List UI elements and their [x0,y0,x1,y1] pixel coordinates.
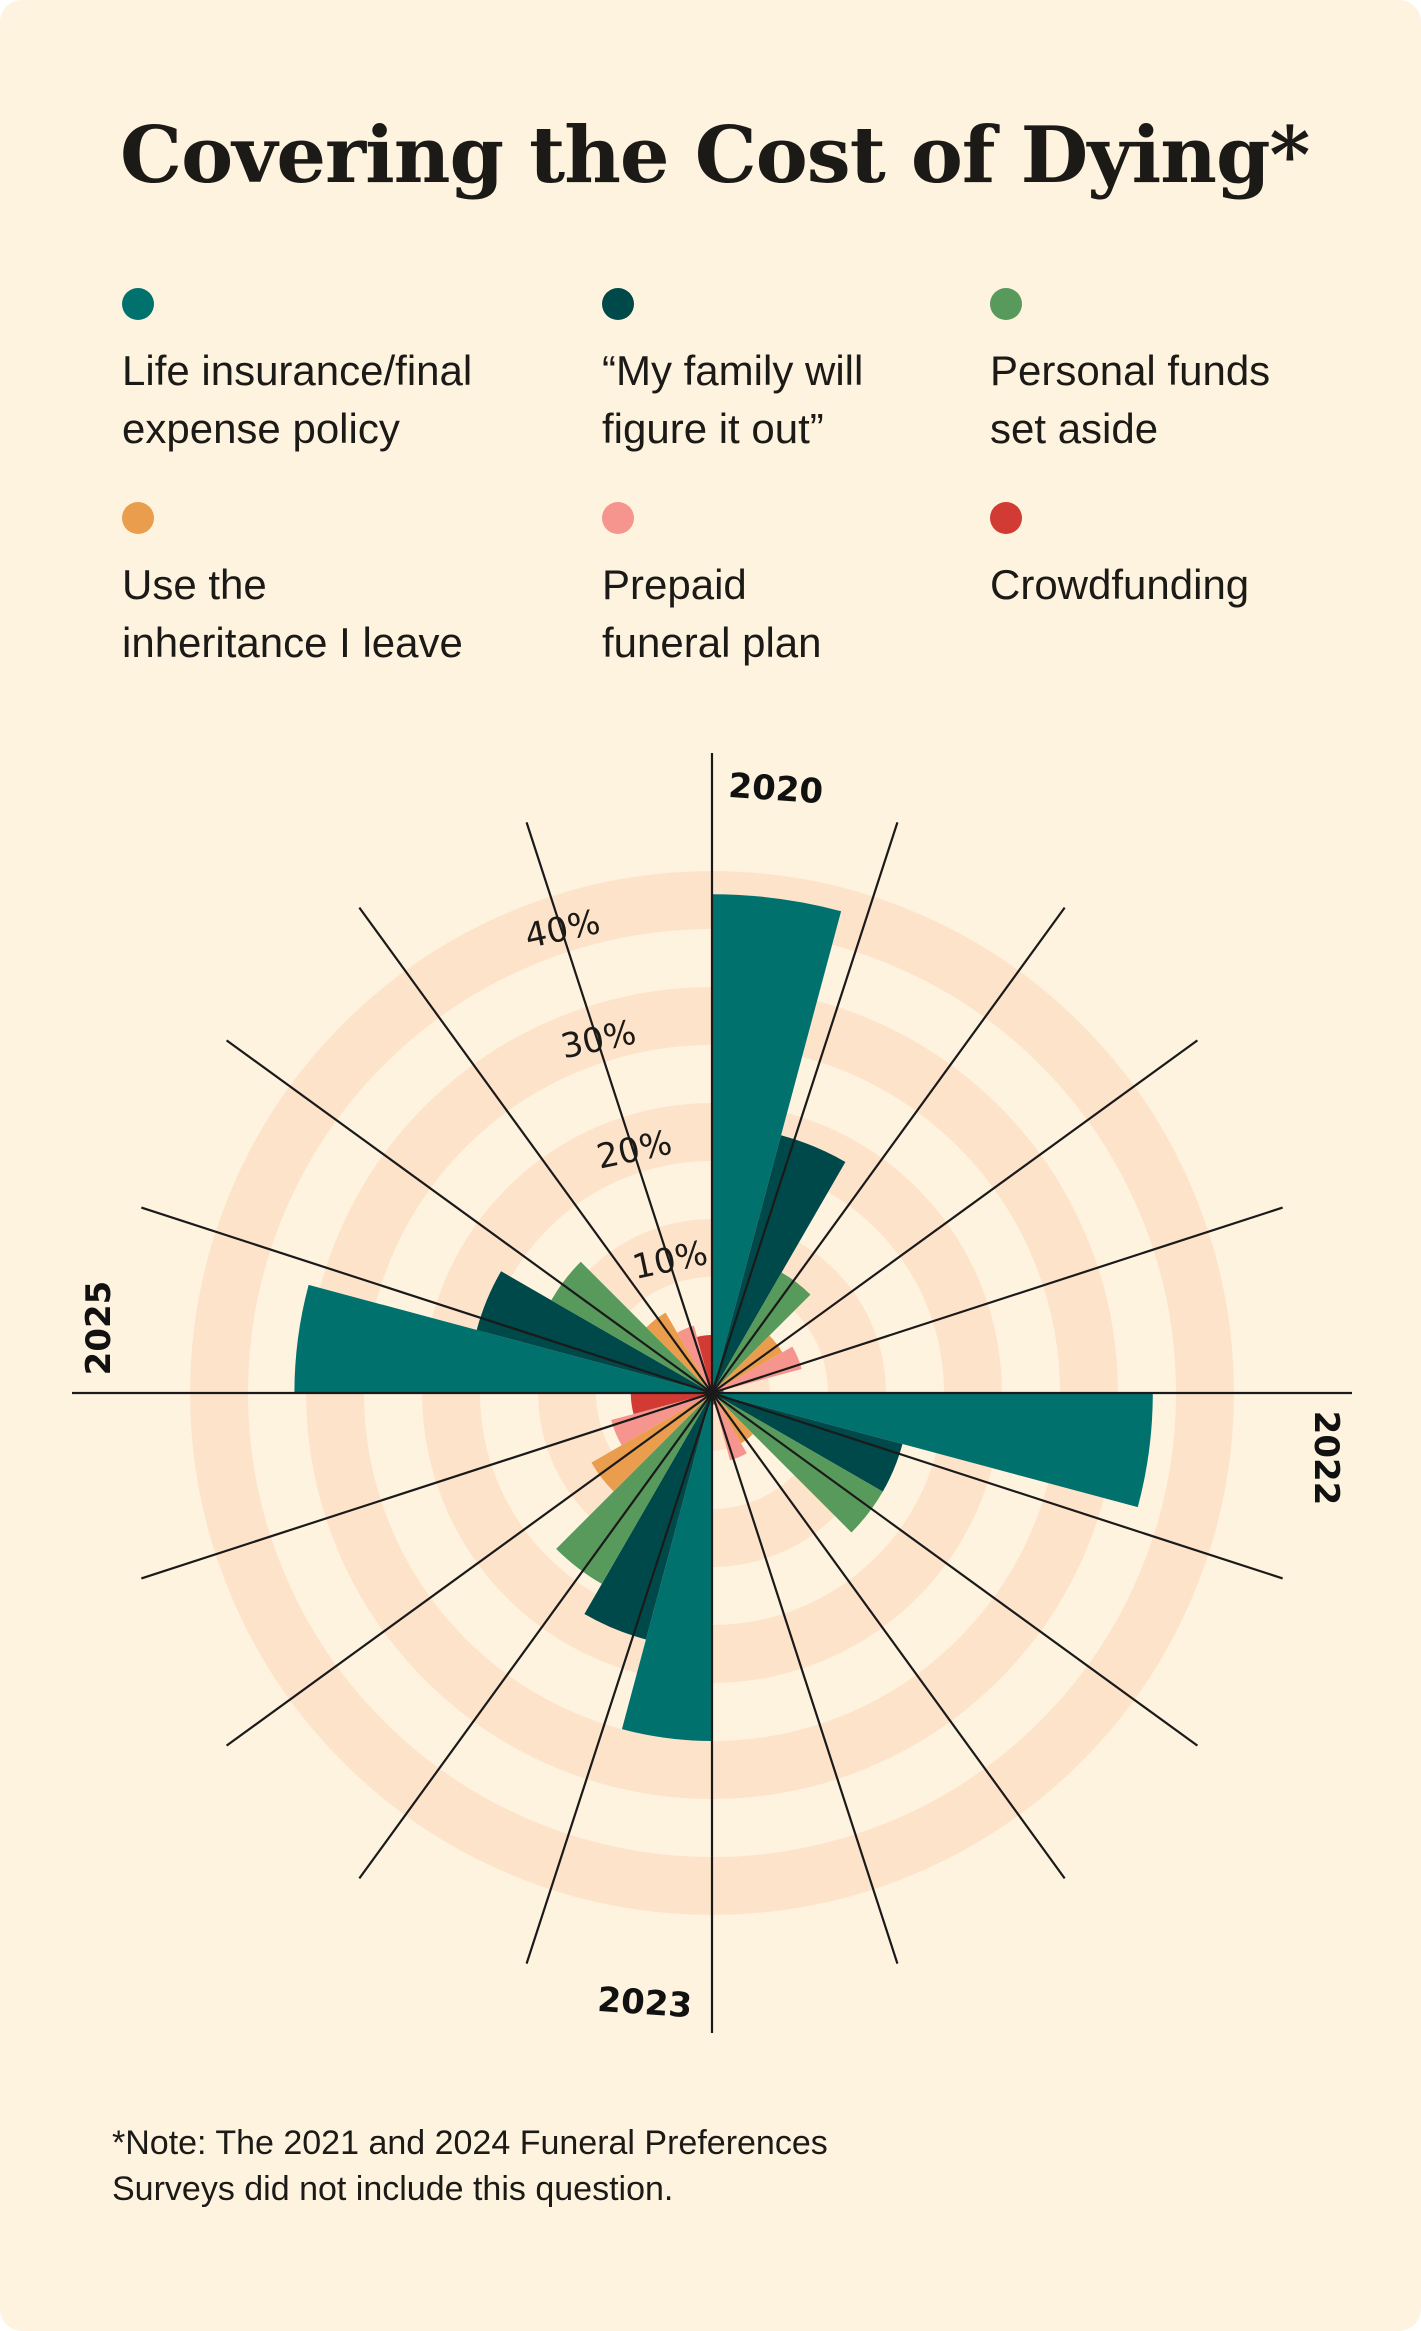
bar-2020-2 [712,1272,811,1393]
sector-divider [525,822,714,1394]
legend-label-personal-funds: Personal funds set aside [990,347,1271,452]
bar-2022-1 [712,1393,903,1492]
sector-divider [711,1206,1283,1395]
legend-dot-life-insurance [122,288,154,320]
category-label-2025: 2025 [79,1281,119,1376]
legend-item-personal-funds: Personal funds set aside [990,288,1410,458]
bar-2020-3 [712,1335,783,1393]
sector-divider [358,906,713,1394]
sector-divider [141,1206,713,1395]
legend-item-crowdfunding: Crowdfunding [990,502,1410,614]
bar-2025-2 [551,1261,712,1393]
legend-item-inheritance: Use the inheritance I leave [122,502,542,672]
sector-divider [141,1391,713,1580]
bar-2025-3 [646,1312,712,1393]
sector-divider [225,1392,713,1747]
legend-item-life-insurance: Life insurance/final expense policy [122,288,542,458]
bar-2022-0 [712,1393,1153,1508]
category-label-2020: 2020 [727,766,824,813]
legend-item-family: “My family will figure it out” [602,288,1022,458]
legend-label-inheritance: Use the inheritance I leave [122,561,463,666]
legend-label-crowdfunding: Crowdfunding [990,561,1250,608]
bar-2025-0 [294,1284,712,1393]
sector-divider [711,1392,1199,1747]
bar-2020-0 [712,894,842,1393]
bar-2022-4 [712,1393,747,1461]
legend-dot-personal-funds [990,288,1022,320]
chart-bars [294,894,1153,1741]
sector-divider [710,1392,899,1964]
bar-2023-4 [611,1393,712,1446]
bar-2025-4 [677,1325,712,1393]
sector-divider [711,1392,1066,1880]
chart-title: Covering the Cost of Dying* [120,110,1310,201]
sector-divider [358,1392,713,1880]
chart-category-labels: 2020 2022 2023 2025 [79,766,1346,2027]
legend-dot-crowdfunding [990,502,1022,534]
bar-2023-5 [630,1393,712,1415]
sector-divider [711,906,1066,1394]
category-label-2023: 2023 [596,1980,693,2027]
legend-item-prepaid: Prepaid funeral plan [602,502,1022,672]
sector-divider [225,1039,713,1394]
legend-label-life-insurance: Life insurance/final expense policy [122,347,473,452]
bar-2025-1 [476,1271,712,1393]
category-label-2022: 2022 [1306,1411,1346,1506]
bar-2022-2 [712,1393,883,1533]
bar-2023-1 [584,1393,712,1640]
bar-2023-0 [621,1393,712,1741]
legend-label-family: “My family will figure it out” [602,347,864,452]
footnote: *Note: The 2021 and 2024 Funeral Prefere… [112,2124,828,2208]
sector-divider [711,1391,1283,1580]
sector-divider [525,1392,714,1964]
legend-dot-inheritance [122,502,154,534]
bar-2020-4 [712,1346,802,1393]
bar-2023-3 [591,1393,712,1492]
sector-divider [710,822,899,1394]
chart-rays [72,753,1352,2033]
sector-divider [711,1039,1199,1394]
bar-2020-1 [712,1135,846,1393]
legend-dot-prepaid [602,502,634,534]
legend-label-prepaid: Prepaid funeral plan [602,561,822,666]
bar-2023-2 [556,1393,712,1584]
legend-dot-family [602,288,634,320]
